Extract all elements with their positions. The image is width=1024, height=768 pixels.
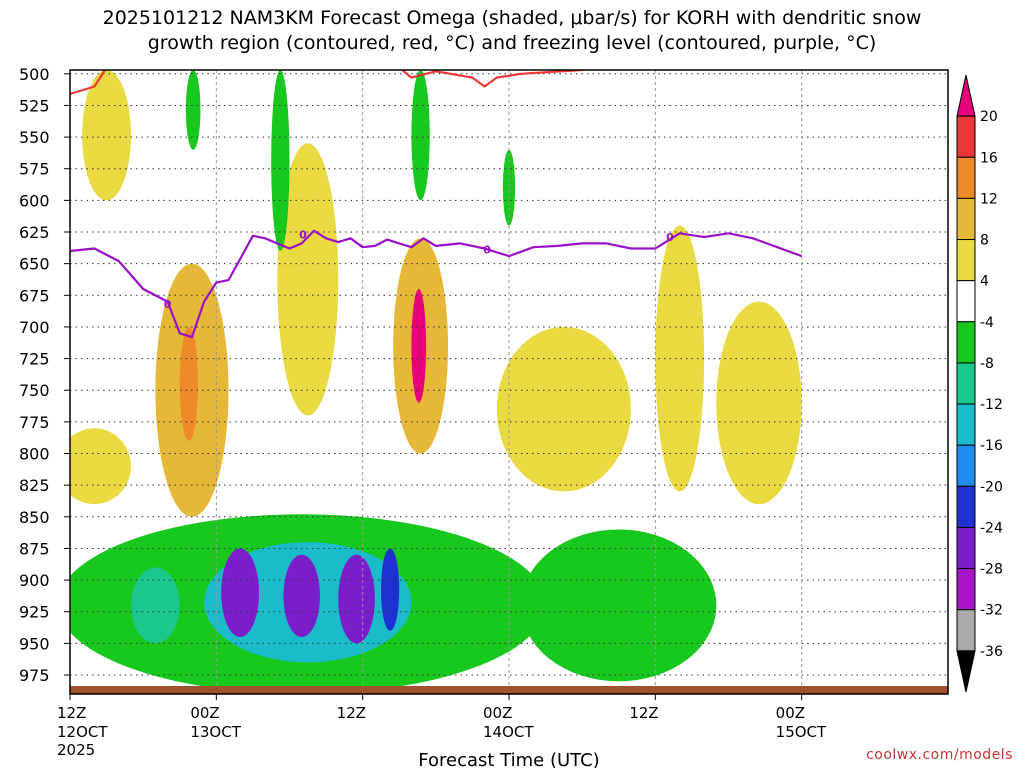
freezing-level-label-3: 0 bbox=[666, 231, 674, 244]
y-tick-825: 825 bbox=[19, 476, 50, 495]
y-tick-800: 800 bbox=[19, 445, 50, 464]
y-tick-500: 500 bbox=[19, 65, 50, 84]
terrain-ground-layer bbox=[70, 686, 948, 694]
omega-blob-sink-upper-1 bbox=[185, 70, 201, 150]
colorbar-band-3 bbox=[956, 197, 976, 241]
y-tick-625: 625 bbox=[19, 223, 50, 242]
omega-blob-lift-core-1 bbox=[179, 326, 199, 441]
x-tick-time-36: 00Z bbox=[483, 704, 512, 722]
x-axis-label: Forecast Time (UTC) bbox=[418, 750, 599, 768]
x-tick-date-60: 15OCT bbox=[776, 723, 827, 741]
freezing-level-contour bbox=[70, 229, 803, 339]
freezing-level-label-1: 0 bbox=[299, 229, 307, 242]
colorbar-band-7 bbox=[956, 362, 976, 405]
colorbar-band-6 bbox=[956, 321, 976, 364]
colorbar-label-12: 12 bbox=[980, 191, 998, 207]
x-tick-time-24: 12Z bbox=[337, 704, 366, 722]
colorbar-band-2 bbox=[956, 156, 976, 199]
y-tick-900: 900 bbox=[19, 571, 50, 590]
colorbar-label--36: -36 bbox=[980, 644, 1003, 660]
omega-blob-sink-upper-2 bbox=[271, 70, 290, 251]
colorbar-label--12: -12 bbox=[980, 397, 1003, 413]
credit-text: coolwx.com/models bbox=[866, 747, 1013, 763]
omega-blob-sink-max-1 bbox=[221, 548, 260, 638]
y-tick-925: 925 bbox=[19, 603, 50, 622]
omega-blob-sink-max-2 bbox=[283, 554, 320, 638]
y-tick-650: 650 bbox=[19, 255, 50, 274]
colorbar-arrow-bottom bbox=[956, 650, 976, 693]
colorbar-label--28: -28 bbox=[980, 562, 1003, 578]
y-tick-575: 575 bbox=[19, 160, 50, 179]
y-tick-700: 700 bbox=[19, 318, 50, 337]
chart-title-line-1: 2025101212 NAM3KM Forecast Omega (shaded… bbox=[103, 7, 922, 29]
freezing-level-label-0: 0 bbox=[164, 298, 172, 311]
omega-shading bbox=[70, 70, 802, 694]
chart-title-line-2: growth region (contoured, red, °C) and f… bbox=[148, 32, 877, 54]
colorbar-label-16: 16 bbox=[980, 150, 998, 166]
omega-blob-sink-upper-3 bbox=[411, 70, 430, 201]
x-tick-time-0: 12Z bbox=[57, 704, 86, 722]
colorbar-band-4 bbox=[956, 239, 976, 282]
omega-blob-lift-early bbox=[70, 428, 131, 505]
colorbar-label--4: -4 bbox=[980, 315, 994, 331]
colorbar-band-10 bbox=[956, 485, 976, 528]
colorbar-label--8: -8 bbox=[980, 356, 994, 372]
x-tick-time-48: 12Z bbox=[629, 704, 658, 722]
colorbar-band-8 bbox=[956, 403, 976, 446]
colorbar: 20 16 12 8 4 -4 -8 -12 -16 -20 -24 -28 -32 -36 bbox=[956, 74, 1003, 693]
freezing-level-label-2: 0 bbox=[483, 244, 491, 257]
colorbar-label-4: 4 bbox=[980, 274, 989, 290]
colorbar-band-1 bbox=[956, 115, 976, 158]
colorbar-label-8: 8 bbox=[980, 233, 989, 249]
omega-blob-lift-core-3 bbox=[411, 288, 427, 403]
omega-blob-sink-max-4 bbox=[380, 548, 400, 631]
colorbar-band-9 bbox=[956, 444, 976, 487]
colorbar-arrow-top bbox=[956, 74, 976, 117]
colorbar-label--20: -20 bbox=[980, 479, 1003, 495]
omega-blob-lift-plume-2 bbox=[277, 143, 339, 416]
y-tick-750: 750 bbox=[19, 381, 50, 400]
x-tick-year-0: 2025 bbox=[57, 741, 95, 759]
colorbar-band-12 bbox=[956, 568, 976, 611]
y-tick-950: 950 bbox=[19, 634, 50, 653]
y-tick-550: 550 bbox=[19, 128, 50, 147]
y-tick-675: 675 bbox=[19, 286, 50, 305]
colorbar-label--24: -24 bbox=[980, 520, 1003, 536]
colorbar-label--32: -32 bbox=[980, 603, 1003, 619]
y-tick-725: 725 bbox=[19, 350, 50, 369]
x-tick-date-12: 13OCT bbox=[190, 723, 241, 741]
colorbar-band-13 bbox=[956, 609, 976, 652]
dendritic-growth-contour bbox=[70, 70, 588, 96]
x-tick-time-12: 00Z bbox=[190, 704, 219, 722]
omega-blob-sink-early bbox=[130, 567, 180, 644]
colorbar-label-20: 20 bbox=[980, 109, 998, 125]
x-tick-date-36: 14OCT bbox=[483, 723, 534, 741]
omega-blob-lift-upper bbox=[82, 70, 131, 201]
colorbar-band-11 bbox=[956, 526, 976, 570]
colorbar-label--16: -16 bbox=[980, 438, 1003, 454]
omega-blob-lift-late bbox=[716, 301, 802, 505]
y-tick-600: 600 bbox=[19, 191, 50, 210]
y-tick-850: 850 bbox=[19, 508, 50, 527]
grid-lines bbox=[70, 70, 948, 694]
omega-blob-low-level-subsidence-b bbox=[521, 529, 717, 682]
pressure-axis: 500 525 550 575 600 625 650 675 700 725 750 775 800 8… bbox=[19, 65, 70, 685]
colorbar-band-5 bbox=[956, 280, 976, 323]
y-tick-975: 975 bbox=[19, 666, 50, 685]
y-tick-525: 525 bbox=[19, 96, 50, 115]
omega-blob-lift-plume-4 bbox=[655, 225, 705, 492]
omega-blob-lift-mid-5 bbox=[496, 326, 631, 492]
y-tick-875: 875 bbox=[19, 539, 50, 558]
x-tick-date-0: 12OCT bbox=[57, 723, 108, 741]
x-tick-time-60: 00Z bbox=[776, 704, 805, 722]
y-tick-775: 775 bbox=[19, 413, 50, 432]
omega-blob-sink-max-3 bbox=[338, 554, 375, 644]
